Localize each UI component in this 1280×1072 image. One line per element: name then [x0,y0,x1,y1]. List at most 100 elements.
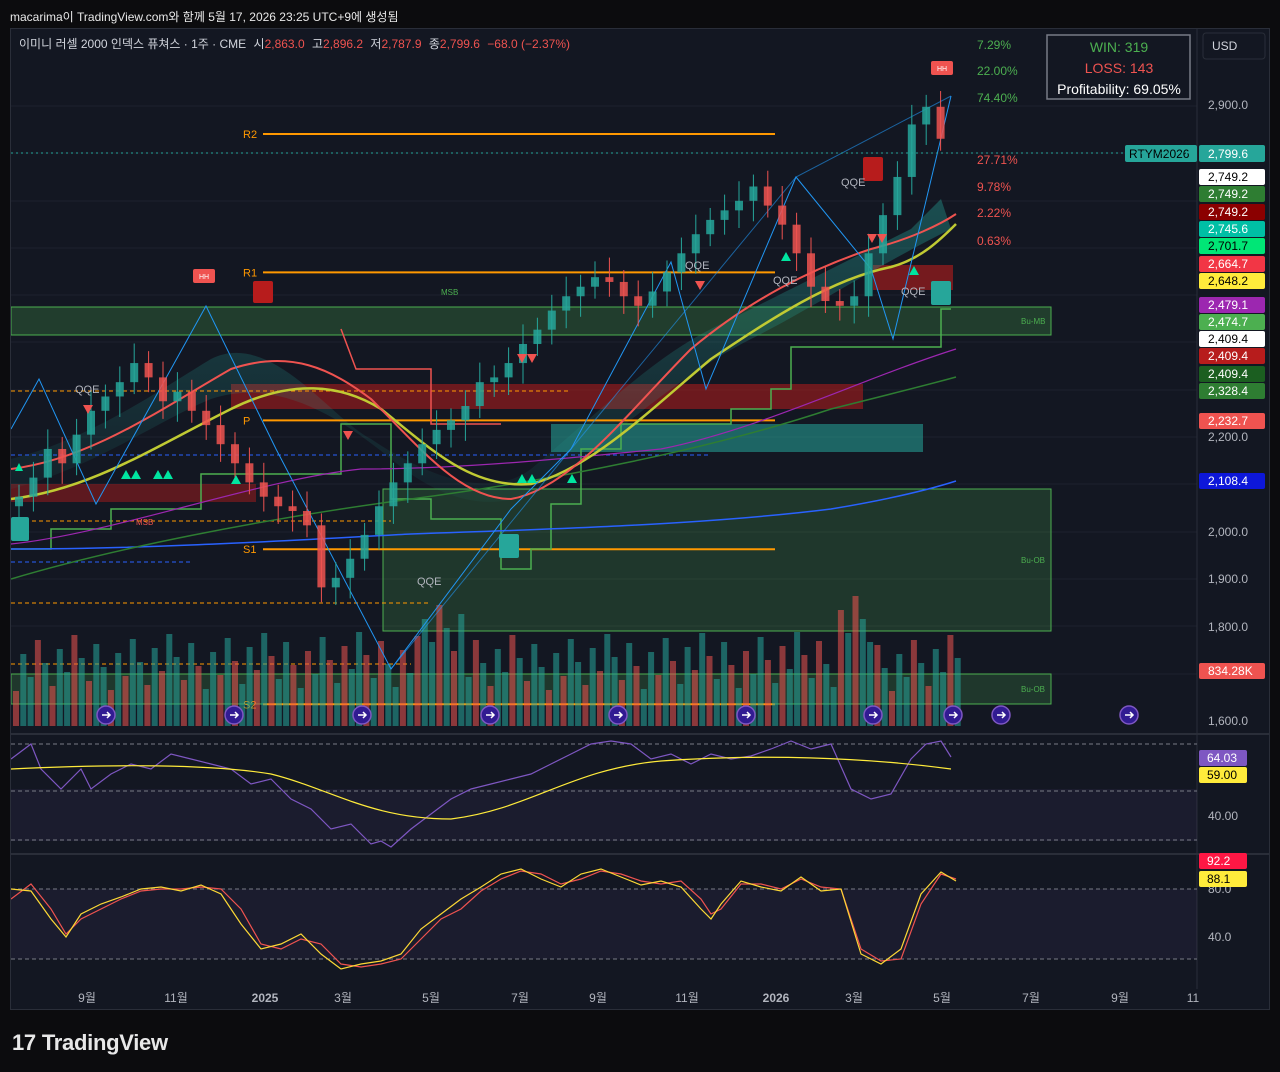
zone-bear-2 [11,484,256,502]
candle-body [677,253,686,273]
volume-bar [465,677,472,726]
volume-bar [232,661,238,726]
hh-marker-2 [931,61,953,75]
volume-bar [604,634,611,726]
volume-bar [407,673,414,726]
event-icons[interactable] [96,705,1139,725]
candle-body [591,277,599,287]
candle-body [15,496,23,507]
volume-bar [524,681,530,726]
candle-body [634,296,643,306]
volume-bar [42,663,49,726]
grid [11,105,1197,675]
currency-label: USD [1212,39,1238,53]
candle-body [216,425,225,445]
price-tag [1199,204,1265,220]
caption: macarima이 TradingView.com와 함께 5월 17, 202… [10,10,399,24]
price-tag [1199,273,1265,289]
y-axis[interactable]: 2,900.0 2,200.0 2,000.0 1,900.0 1,800.0 1,600… [1208,98,1248,728]
volume-bar [735,688,742,726]
volume-bar [261,633,268,726]
volume-bar [472,640,479,726]
volume-bar [283,642,290,726]
candle-body [187,391,196,411]
x-tick-label: 2025 [252,991,279,1005]
volume-bar [925,686,932,726]
volume-bar [582,685,589,726]
volume-bar [516,658,523,726]
volume-bar [597,671,603,726]
svg-text:QQE: QQE [685,260,709,272]
volume-bar [699,633,706,726]
volume-bar [253,670,260,726]
price-tag [1199,238,1265,254]
x-tick-label: 11월 [675,991,699,1005]
price-tag-value: 2,664.7 [1208,257,1248,271]
buy-flag-1 [11,517,29,541]
volume-bar [326,660,333,726]
price-tag [1199,473,1265,489]
symbol-tag-label: RTYM2026 [1129,147,1190,161]
svg-text:QQE: QQE [417,576,441,588]
volume-bar [633,666,640,726]
zone-bear-1 [231,384,863,409]
volume-bar [575,662,582,726]
volume-bar [706,656,713,726]
price-tag-value: 834.28K [1208,664,1253,678]
volume-bar [918,663,925,726]
candle-body [144,363,153,378]
currency-button[interactable] [1202,32,1266,60]
volume-bar [640,689,647,726]
indicator-tag-value: 88.1 [1207,872,1231,886]
volume-bar [20,654,27,726]
candle-body [72,434,81,464]
volume-bar [151,648,158,726]
volume-bar [830,687,837,726]
volume-bar [49,686,56,726]
price-tag-value: 2,409.4 [1208,349,1248,363]
event-arrow-icon [230,711,240,719]
volume-bar [954,658,961,726]
y-tick-label: 1,800.0 [1208,620,1248,634]
volume-bar [611,657,618,726]
volume-bar [305,651,311,726]
candle-body [447,420,455,430]
indicator-tag [1199,750,1247,766]
volume-bar [889,691,895,726]
volume-bar [721,642,728,726]
volume-bar [764,660,771,726]
chart-frame[interactable]: Bu-MB Bu-OB Bu-OB R2R1PS1S2 7.29%22.00%7… [10,28,1270,1010]
volume-bar [436,605,443,726]
candle-body [504,363,513,378]
candle-body [274,496,283,507]
x-tick-label: 3월 [334,991,352,1005]
candle-body [173,391,182,402]
candle-body [619,281,628,297]
candle-body [922,106,931,125]
pivot-label-p: P [243,415,250,427]
candle-body [576,286,585,297]
candle-body [792,224,801,254]
candle-body [706,219,715,235]
event-arrow-icon [486,711,496,719]
price-tag [1199,186,1265,202]
price-tag-value: 2,749.2 [1208,170,1248,184]
indicator-tag-value: 92.2 [1207,854,1231,868]
x-axis[interactable]: 9월 11월 2025 3월 5월 7월 9월 11월 2026 3월 5월 7월 9월 11 [78,991,1199,1005]
tradingview-logo[interactable]: 17 TradingView [12,1030,168,1056]
ma-purple [10,348,957,545]
chart-svg[interactable]: Bu-MB Bu-OB Bu-OB R2R1PS1S2 7.29%22.00%7… [10,29,1269,1009]
volume-bar [86,681,92,726]
volume-bar [312,674,319,726]
volume-bar [940,672,947,726]
candle-body [907,124,916,177]
last-price-tag [1199,145,1265,162]
x-tick-label: 2026 [763,991,790,1005]
svg-text:MSB: MSB [441,288,458,297]
x-tick-label: 5월 [933,991,951,1005]
volume-bar [451,651,457,726]
zone-label-bu-ob-2: Bu-OB [1021,685,1045,694]
candle-body [850,296,859,306]
volume-bar [246,647,253,726]
percent-label: 2.22% [977,206,1011,220]
